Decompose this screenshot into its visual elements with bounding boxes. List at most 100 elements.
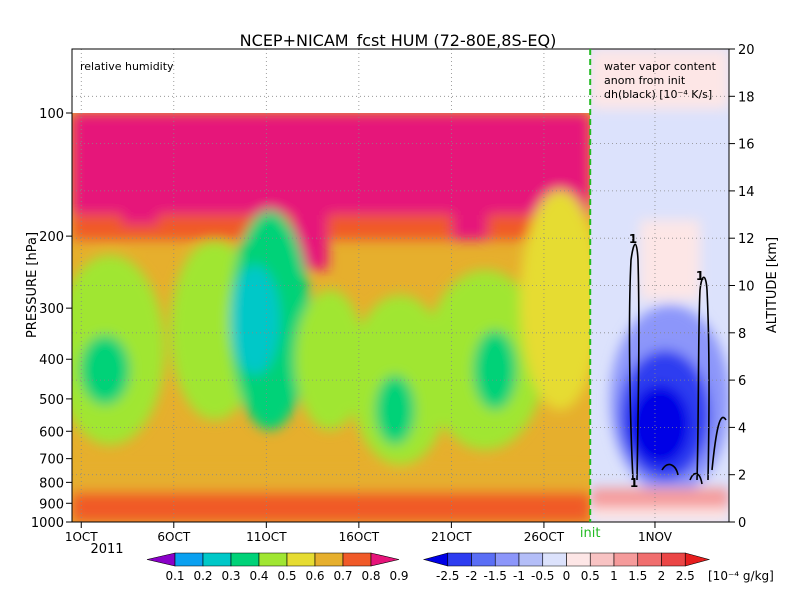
anomaly-colorbar-box xyxy=(637,552,662,567)
rh-dry-blob xyxy=(520,190,591,410)
contour-label: 1 xyxy=(696,269,704,283)
time-tick-label: 6OCT xyxy=(157,530,190,544)
pressure-tick-label: 200 xyxy=(39,230,64,245)
anomaly-colorbar-label: 1 xyxy=(610,569,618,583)
altitude-tick-label: 8 xyxy=(738,327,746,342)
rh-colorbar-label: 0.7 xyxy=(333,569,352,583)
time-tick-label: 21OCT xyxy=(431,530,472,544)
anomaly-colorbar-label: 2.5 xyxy=(676,569,695,583)
anomaly-colorbar-box xyxy=(518,552,544,567)
anomaly-colorbar-unit: [10⁻⁴ g/kg] xyxy=(708,569,774,583)
stratosphere-blank xyxy=(72,49,591,113)
altitude-axis: 0 2 4 6 8 10 12 14 16 18 20 xyxy=(729,43,755,531)
anomaly-colorbar-label: -2 xyxy=(466,569,478,583)
chart-title: NCEP+NICAM_fcst HUM (72-80E,8S-EQ) xyxy=(240,31,557,51)
altitude-tick-label: 6 xyxy=(738,374,746,389)
rh-colorbar-label: 0.9 xyxy=(389,569,408,583)
altitude-tick-label: 14 xyxy=(738,185,755,200)
pressure-tick-label: 500 xyxy=(39,393,64,408)
pressure-tick-label: 100 xyxy=(39,107,64,122)
rh-colorbar-label: 0.2 xyxy=(193,569,212,583)
rh-colorbar-label: 0.6 xyxy=(305,569,324,583)
rh-colorbar-box xyxy=(342,552,372,567)
pressure-tick-label: 400 xyxy=(39,353,64,368)
rh-colorbar-box xyxy=(258,552,288,567)
altitude-axis-label: ALTITUDE [km] xyxy=(765,237,780,333)
contour-label: 1 xyxy=(630,476,638,490)
rh-colorbar-label: 0.5 xyxy=(277,569,296,583)
rh-bl-moist xyxy=(72,492,591,522)
right-panel-label-3: dh(black) [10⁻⁴ K/s] xyxy=(604,88,712,101)
anomaly-mid-pos xyxy=(640,220,700,300)
rh-dry-blob xyxy=(473,330,517,410)
anomaly-colorbar-box xyxy=(471,552,496,567)
pressure-tick-label: 800 xyxy=(39,476,64,491)
rh-colorbar-label: 0.3 xyxy=(221,569,240,583)
anomaly-bl-pos xyxy=(590,488,729,508)
rh-upper-layer xyxy=(72,113,591,223)
rh-colorbar-label: 0.1 xyxy=(165,569,184,583)
rh-bl-layer xyxy=(72,470,591,492)
anomaly-colorbar-box xyxy=(661,552,686,567)
pressure-tick-label: 1000 xyxy=(31,516,64,531)
altitude-tick-label: 10 xyxy=(738,280,755,295)
time-tick-label: 1NOV xyxy=(638,530,673,544)
rh-colorbar-box xyxy=(202,552,232,567)
rh-dry-blob xyxy=(375,375,415,445)
rh-colorbar-box xyxy=(230,552,260,567)
heating-contour xyxy=(711,416,727,471)
anomaly-neg-core xyxy=(630,385,690,465)
anomaly-colorbar-box xyxy=(542,552,567,567)
altitude-tick-label: 0 xyxy=(738,516,746,531)
altitude-tick-label: 12 xyxy=(738,232,755,247)
anomaly-colorbar-box xyxy=(589,552,615,567)
pressure-axis-label: PRESSURE [hPa] xyxy=(25,232,40,338)
rh-colorbar-label: 0.8 xyxy=(361,569,380,583)
anomaly-colorbar-label: -1.5 xyxy=(484,569,507,583)
heating-contour xyxy=(696,276,710,481)
time-tick-label: 11OCT xyxy=(246,530,287,544)
rh-dry-blob xyxy=(295,290,365,430)
anomaly-colorbar-box xyxy=(422,552,449,567)
rh-upper-edge xyxy=(72,215,591,240)
left-panel-label: relative humidity xyxy=(80,60,174,73)
anomaly-colorbar-label: -2.5 xyxy=(436,569,459,583)
anomaly-colorbar-label: 0.5 xyxy=(581,569,600,583)
anomaly-upper-pos xyxy=(590,49,729,109)
heating-contours: 1 1 1 xyxy=(628,232,727,490)
right-panel-label-2: anom from init xyxy=(604,74,686,87)
anomaly-colorbar-label: 1.5 xyxy=(628,569,647,583)
altitude-tick-label: 2 xyxy=(738,469,746,484)
heating-contour xyxy=(661,463,679,476)
altitude-tick-label: 20 xyxy=(738,43,755,58)
pressure-axis: 100 200 300 400 500 600 700 800 900 1000 xyxy=(31,107,72,531)
time-tick-label: 16OCT xyxy=(339,530,380,544)
year-label: 2011 xyxy=(90,542,123,557)
rh-moist-column xyxy=(122,113,158,225)
relative-humidity-colorbar: 0.1 0.2 0.3 0.4 0.5 0.6 0.7 0.8 0.9 xyxy=(146,552,409,583)
rh-colorbar-box xyxy=(174,552,204,567)
anomaly-colorbar-label: 0 xyxy=(563,569,571,583)
rh-colorbar-box xyxy=(314,552,344,567)
anomaly-surface xyxy=(590,508,729,522)
anomaly-colorbar-label: 2 xyxy=(658,569,666,583)
pressure-tick-label: 700 xyxy=(39,453,64,468)
plot-gridlines xyxy=(72,49,729,522)
contour-label: 1 xyxy=(629,232,637,246)
altitude-tick-label: 4 xyxy=(738,421,746,436)
time-axis: 1OCT 6OCT 11OCT 16OCT 21OCT 26OCT 1NOV xyxy=(65,522,673,544)
anomaly-colorbar-box xyxy=(566,552,591,567)
rh-colorbar-box xyxy=(286,552,316,567)
anomaly-colorbar-box xyxy=(447,552,472,567)
relative-humidity-field xyxy=(72,49,591,522)
right-panel-label-1: water vapor content xyxy=(604,60,717,73)
altitude-tick-label: 18 xyxy=(738,90,755,105)
anomaly-colorbar-box xyxy=(494,552,520,567)
init-label: init xyxy=(580,526,601,541)
rh-dry-blob xyxy=(230,265,280,375)
rh-colorbar-label: 0.4 xyxy=(249,569,268,583)
rh-colorbar-box xyxy=(146,552,176,567)
rh-moist-column xyxy=(452,113,488,240)
anomaly-colorbar: -2.5 -2 -1.5 -1 -0.5 0 0.5 1 1.5 2 2.5 xyxy=(422,552,711,583)
